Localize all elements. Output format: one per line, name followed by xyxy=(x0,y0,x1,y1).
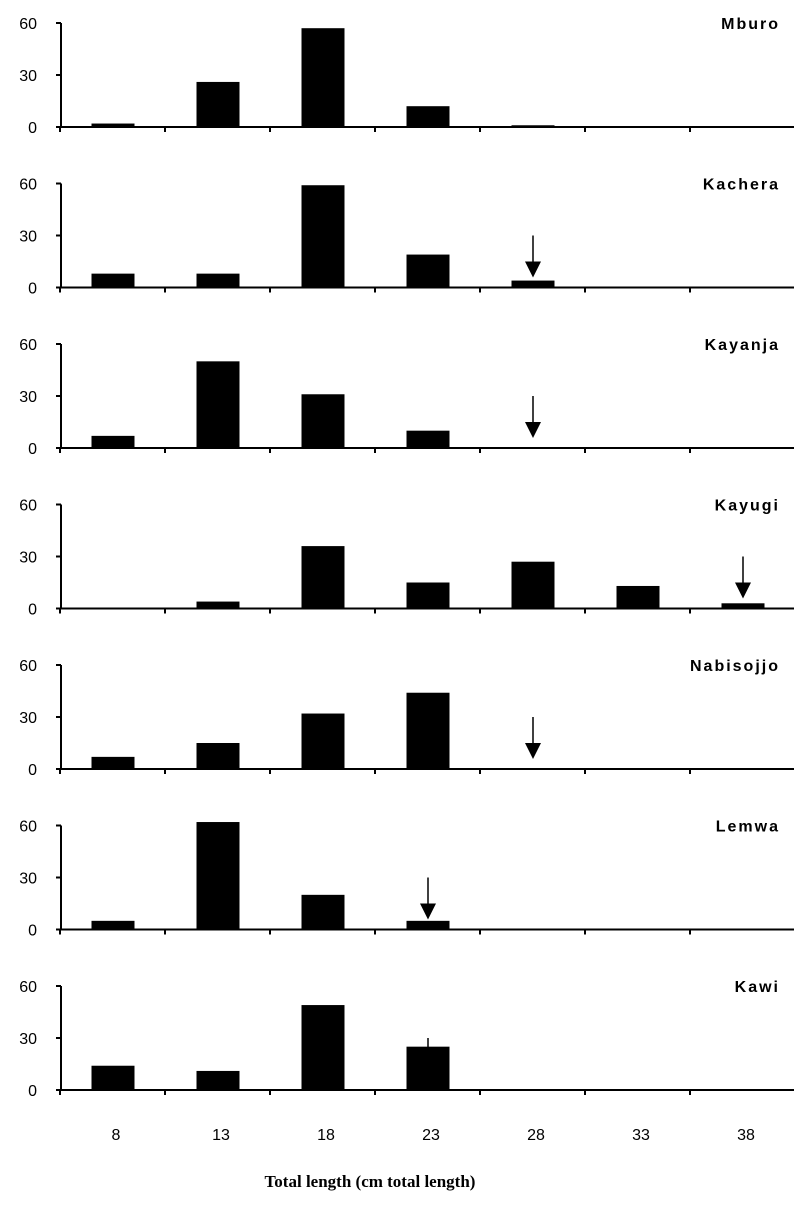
y-tick-label: 30 xyxy=(19,710,37,727)
bar-nabisojjo-23 xyxy=(406,692,450,769)
bar-lemwa-23 xyxy=(406,920,450,930)
panel-title: Kayanja xyxy=(705,337,780,354)
panel-kachera: 0 30 60 Kachera xyxy=(19,177,794,298)
arrow-marker xyxy=(525,717,541,759)
bar-kayugi-23 xyxy=(406,582,450,609)
bar-mburo-8 xyxy=(91,123,135,127)
bar-nabisojjo-13 xyxy=(196,743,240,769)
y-tick-label: 60 xyxy=(19,498,37,515)
y-tick-label: 0 xyxy=(28,762,37,779)
bar-kawi-18 xyxy=(301,1005,345,1090)
panel-title: Kawi xyxy=(735,979,780,996)
panel-title: Nabisojjo xyxy=(690,658,780,675)
bar-kayugi-18 xyxy=(301,546,345,609)
x-axis-labels: 8 13 18 23 28 33 38 xyxy=(112,1127,755,1144)
bar-kayugi-33 xyxy=(616,585,660,609)
bar-kayanja-23 xyxy=(406,430,450,448)
bar-kachera-8 xyxy=(91,273,135,288)
bar-kachera-28 xyxy=(511,280,555,288)
y-tick-label: 0 xyxy=(28,1083,37,1100)
panel-kayugi: 0 30 60 Kayugi xyxy=(19,498,794,619)
y-tick-label: 60 xyxy=(19,177,37,194)
y-tick-label: 30 xyxy=(19,1031,37,1048)
y-tick-label: 30 xyxy=(19,229,37,246)
x-tick-label: 38 xyxy=(737,1127,755,1144)
bar-mburo-28 xyxy=(511,125,555,127)
panel-title: Kachera xyxy=(703,177,780,194)
y-tick-label: 60 xyxy=(19,16,37,33)
panel-mburo: 0 30 60 Mburo xyxy=(19,16,794,137)
bar-mburo-13 xyxy=(196,81,240,127)
panel-title: Lemwa xyxy=(716,819,780,836)
panels: 0 30 60 Mburo 0 30 60 Kachera 0 30 60 Kayanja 0 30 60 K… xyxy=(19,16,794,1100)
panel-title: Kayugi xyxy=(715,498,780,515)
bar-kayanja-13 xyxy=(196,361,240,448)
bar-lemwa-18 xyxy=(301,894,345,930)
x-tick-label: 33 xyxy=(632,1127,650,1144)
y-tick-label: 0 xyxy=(28,602,37,619)
x-axis-title: Total length (cm total length) xyxy=(265,1172,476,1191)
x-tick-label: 13 xyxy=(212,1127,230,1144)
y-tick-label: 60 xyxy=(19,819,37,836)
bar-mburo-18 xyxy=(301,28,345,128)
bar-kachera-13 xyxy=(196,273,240,288)
bar-kayanja-8 xyxy=(91,435,135,448)
bar-kayugi-13 xyxy=(196,601,240,609)
bar-lemwa-13 xyxy=(196,822,240,930)
y-tick-label: 60 xyxy=(19,979,37,996)
bar-nabisojjo-8 xyxy=(91,756,135,769)
arrow-marker xyxy=(525,396,541,438)
bar-kachera-18 xyxy=(301,185,345,288)
bar-kayugi-28 xyxy=(511,561,555,609)
x-tick-label: 23 xyxy=(422,1127,440,1144)
bar-kawi-8 xyxy=(91,1065,135,1090)
bar-kachera-23 xyxy=(406,254,450,288)
y-tick-label: 30 xyxy=(19,550,37,567)
x-tick-label: 8 xyxy=(112,1127,121,1144)
y-tick-label: 60 xyxy=(19,337,37,354)
y-tick-label: 30 xyxy=(19,68,37,85)
bar-kayanja-18 xyxy=(301,394,345,448)
y-tick-label: 60 xyxy=(19,658,37,675)
bar-kayugi-38 xyxy=(721,603,765,609)
bar-kawi-13 xyxy=(196,1070,240,1090)
panel-title: Mburo xyxy=(721,16,780,33)
y-tick-label: 0 xyxy=(28,923,37,940)
x-tick-label: 18 xyxy=(317,1127,335,1144)
y-tick-label: 0 xyxy=(28,120,37,137)
arrow-marker xyxy=(735,556,751,599)
x-tick-label: 28 xyxy=(527,1127,545,1144)
bar-mburo-23 xyxy=(406,106,450,127)
y-tick-label: 0 xyxy=(28,441,37,458)
panel-kayanja: 0 30 60 Kayanja xyxy=(19,337,794,458)
y-tick-label: 30 xyxy=(19,389,37,406)
bar-lemwa-8 xyxy=(91,920,135,930)
arrow-marker xyxy=(420,877,436,920)
arrow-marker xyxy=(420,1038,436,1080)
arrow-marker xyxy=(525,235,541,278)
panel-kawi: 0 30 60 Kawi xyxy=(19,979,794,1100)
y-tick-label: 0 xyxy=(28,281,37,298)
bar-nabisojjo-18 xyxy=(301,713,345,769)
panel-nabisojjo: 0 30 60 Nabisojjo xyxy=(19,658,794,779)
y-tick-label: 30 xyxy=(19,871,37,888)
panel-lemwa: 0 30 60 Lemwa xyxy=(19,819,794,940)
